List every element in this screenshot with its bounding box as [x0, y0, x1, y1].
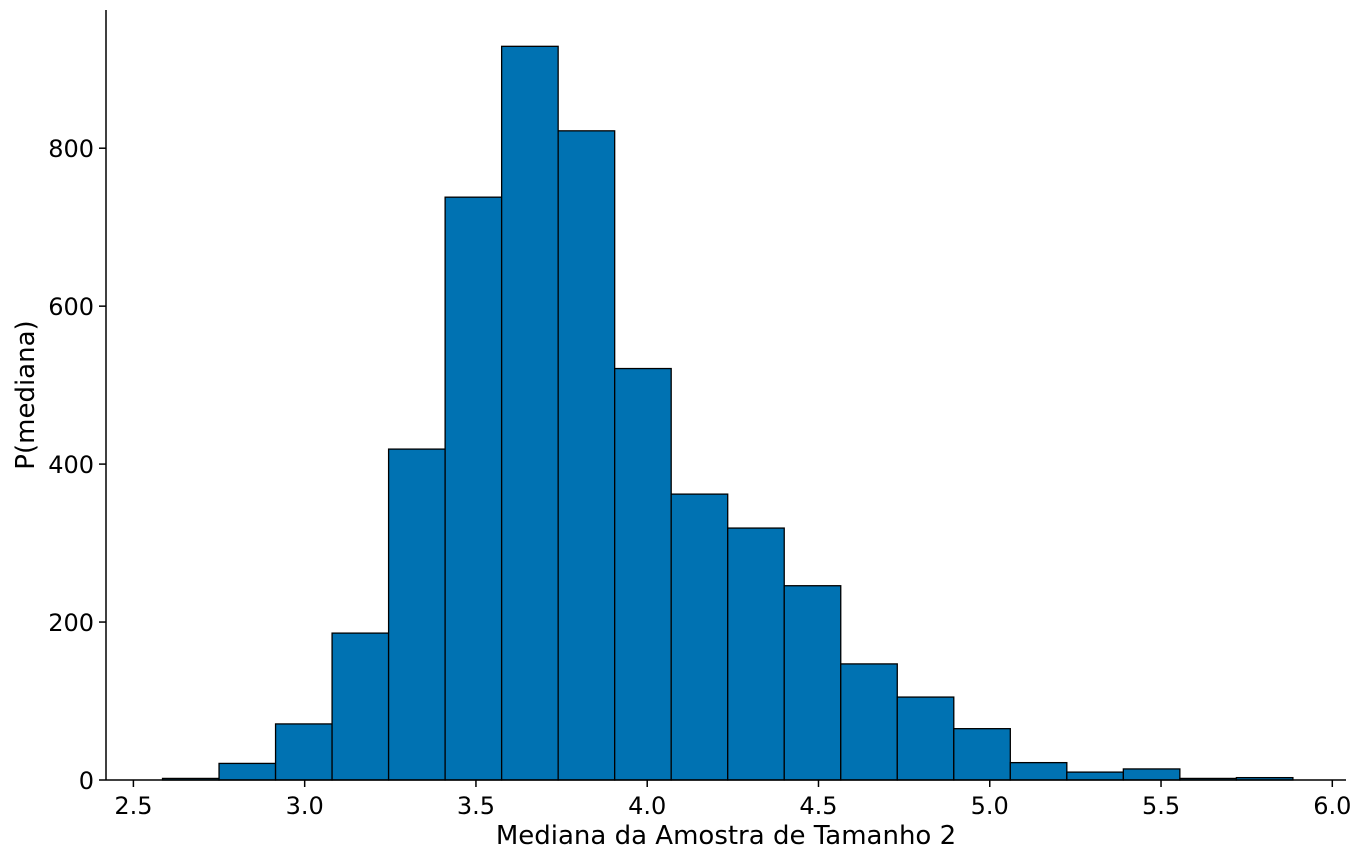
histogram-bar [218, 762, 277, 781]
x-axis-ticks: 2.5 3.0 3.5 4.0 4.5 5.0 5.5 6.0 [114, 780, 1351, 820]
histogram-bar [331, 632, 390, 781]
histogram-bar [840, 663, 898, 781]
histogram-bar [670, 493, 729, 781]
y-axis-label: P(mediana) [11, 320, 41, 469]
histogram-bar [727, 527, 785, 781]
x-tick-label: 6.0 [1313, 792, 1351, 820]
histogram-bar [274, 723, 333, 781]
x-tick-label: 3.0 [286, 792, 324, 820]
histogram-bar [557, 130, 616, 781]
histogram-bar [444, 196, 503, 781]
y-tick-label: 0 [79, 767, 94, 795]
y-axis-ticks: 0 200 400 600 800 [48, 135, 106, 795]
histogram-bar [387, 448, 446, 781]
x-tick-label: 3.5 [457, 792, 495, 820]
histogram-bar [896, 696, 955, 781]
histogram-bar [1122, 768, 1181, 781]
histogram-bar [500, 45, 559, 781]
histogram-bar [953, 728, 1011, 781]
y-tick-label: 200 [48, 609, 94, 637]
histogram-bar [1066, 771, 1124, 781]
histogram-bar [783, 585, 842, 781]
histogram-bar [614, 367, 672, 781]
histogram-bars [161, 45, 1294, 781]
x-tick-label: 4.5 [799, 792, 837, 820]
x-tick-label: 5.5 [1142, 792, 1180, 820]
histogram-bar [1009, 761, 1068, 781]
x-tick-label: 4.0 [628, 792, 666, 820]
y-tick-label: 800 [48, 135, 94, 163]
x-tick-label: 2.5 [114, 792, 152, 820]
x-axis-label: Mediana da Amostra de Tamanho 2 [496, 821, 956, 851]
x-tick-label: 5.0 [971, 792, 1009, 820]
y-tick-label: 600 [48, 293, 94, 321]
y-tick-label: 400 [48, 451, 94, 479]
